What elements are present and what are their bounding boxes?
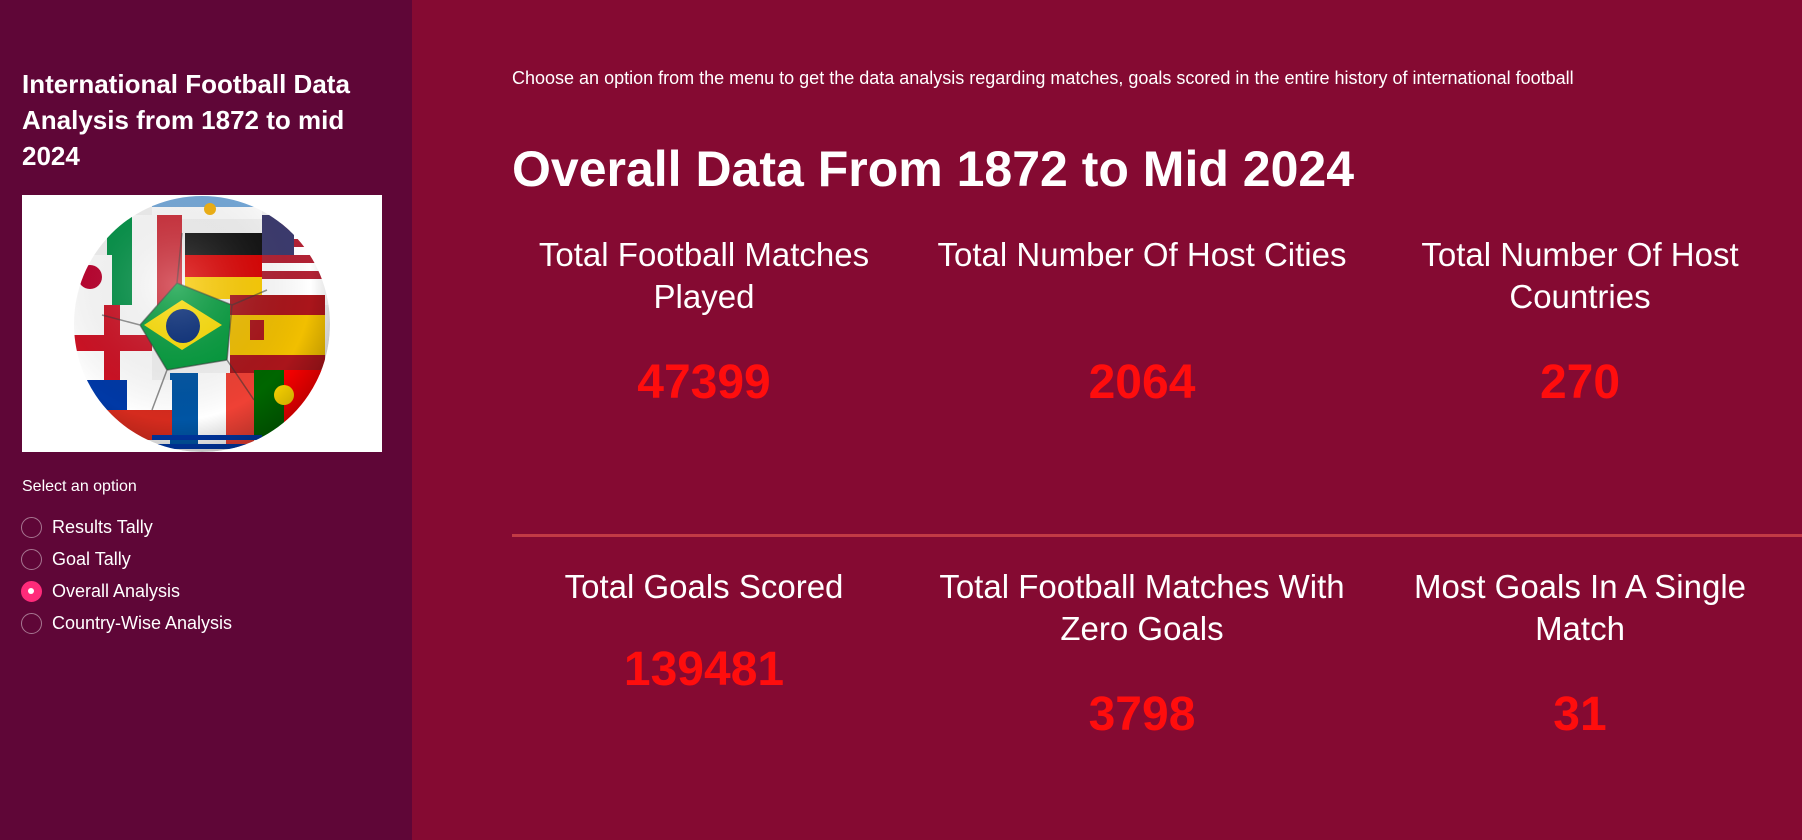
- metric-zero-goal-matches: Total Football Matches With Zero Goals 3…: [932, 566, 1352, 742]
- metric-label: Total Football Matches With Zero Goals: [939, 568, 1345, 647]
- radio-button-icon[interactable]: [21, 548, 42, 570]
- metric-value: 3798: [1088, 688, 1196, 741]
- radio-group-label: Select an option: [22, 478, 137, 495]
- intro-text: Choose an option from the menu to get th…: [512, 68, 1574, 88]
- metric-total-matches: Total Football Matches Played 47399: [494, 234, 914, 410]
- metric-label: Total Goals Scored: [564, 568, 844, 605]
- metric-label: Most Goals In A Single Match: [1413, 568, 1746, 647]
- metric-label: Total Number Of Host Cities: [937, 236, 1347, 273]
- radio-option-results-tally[interactable]: Results Tally: [21, 511, 232, 543]
- radio-button-icon[interactable]: [21, 612, 42, 634]
- radio-option-overall-analysis[interactable]: Overall Analysis: [21, 575, 232, 607]
- football-with-flags-icon: [22, 195, 382, 452]
- radio-option-label: Country-Wise Analysis: [52, 612, 233, 633]
- metric-value: 2064: [1088, 356, 1196, 409]
- radio-option-country-wise-analysis[interactable]: Country-Wise Analysis: [21, 607, 232, 639]
- metric-value: 270: [1539, 356, 1621, 409]
- navigation-radio-group: Results Tally Goal Tally Overall Analysi…: [21, 511, 232, 639]
- sidebar: International Football Data Analysis fro…: [0, 0, 412, 840]
- metric-host-cities: Total Number Of Host Cities 2064: [932, 234, 1352, 410]
- radio-option-label: Goal Tally: [52, 548, 131, 569]
- sidebar-title: International Football Data Analysis fro…: [22, 69, 350, 171]
- radio-option-label: Results Tally: [52, 516, 153, 537]
- radio-option-label: Overall Analysis: [52, 580, 181, 601]
- metric-total-goals: Total Goals Scored 139481: [494, 566, 914, 697]
- radio-button-selected-icon[interactable]: [21, 580, 42, 602]
- radio-button-icon[interactable]: [21, 516, 42, 538]
- metric-label: Total Number Of Host Countries: [1421, 236, 1739, 315]
- metric-label: Total Football Matches Played: [538, 236, 870, 315]
- metric-value: 47399: [637, 356, 771, 409]
- metric-host-countries: Total Number Of Host Countries 270: [1370, 234, 1790, 410]
- metric-value: 31: [1553, 688, 1607, 741]
- metric-value: 139481: [623, 643, 785, 696]
- page-title: Overall Data From 1872 to Mid 2024: [512, 141, 1355, 197]
- radio-option-goal-tally[interactable]: Goal Tally: [21, 543, 232, 575]
- metric-most-goals-single-match: Most Goals In A Single Match 31: [1370, 566, 1790, 742]
- section-divider: [512, 534, 1802, 537]
